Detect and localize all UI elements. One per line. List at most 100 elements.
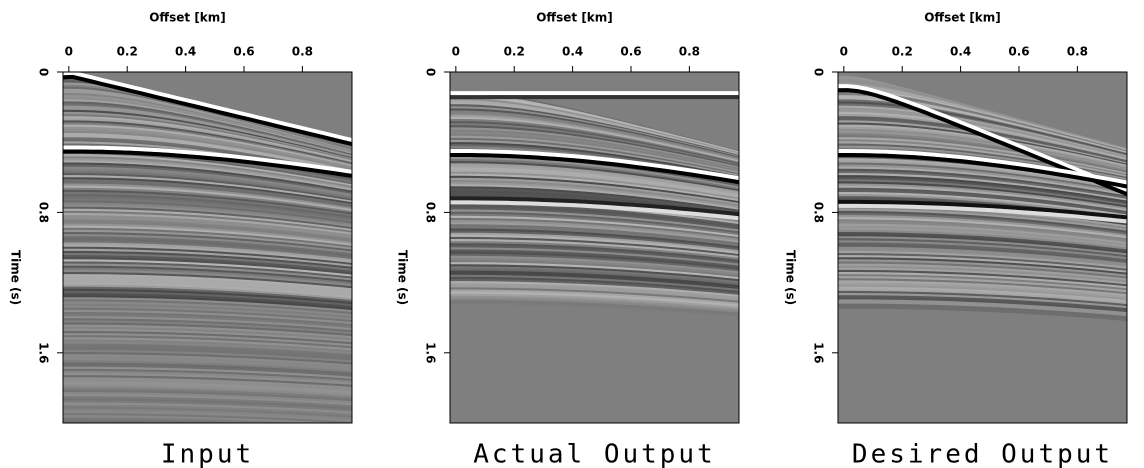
texture (63, 227, 352, 249)
event (838, 84, 1127, 193)
texture (63, 282, 352, 300)
texture (838, 173, 1127, 202)
seismic-image (838, 72, 1127, 423)
texture (63, 250, 352, 270)
texture (838, 299, 1127, 316)
texture (63, 198, 352, 223)
texture (63, 328, 352, 344)
texture (450, 135, 739, 175)
panel-title: Input (161, 440, 254, 468)
texture (63, 324, 352, 340)
texture (838, 141, 1127, 179)
event (63, 145, 352, 174)
texture (450, 207, 739, 231)
texture (63, 377, 352, 390)
x-tick-label: 0.8 (1067, 45, 1088, 59)
texture (838, 259, 1127, 278)
texture (450, 251, 739, 271)
texture (838, 187, 1127, 214)
texture (838, 303, 1127, 320)
texture (63, 330, 352, 346)
x-tick-label: 0.6 (233, 45, 254, 59)
texture (450, 177, 739, 206)
texture (63, 312, 352, 328)
texture (450, 281, 739, 298)
texture (63, 189, 352, 216)
texture (63, 253, 352, 272)
texture (63, 238, 352, 259)
texture (63, 320, 352, 336)
texture (63, 269, 352, 288)
texture (450, 255, 739, 275)
texture (63, 295, 352, 312)
texture (63, 303, 352, 320)
texture (63, 221, 352, 244)
texture (63, 375, 352, 388)
texture (838, 242, 1127, 263)
texture (838, 166, 1127, 197)
texture (450, 236, 739, 257)
texture (450, 163, 739, 195)
texture (63, 404, 352, 417)
frame (449, 71, 740, 424)
texture (63, 257, 352, 276)
texture (63, 314, 352, 330)
texture (450, 253, 739, 273)
texture (63, 276, 352, 294)
texture (63, 246, 352, 266)
event (63, 74, 352, 147)
texture (450, 224, 739, 246)
texture (63, 173, 352, 202)
texture (63, 274, 352, 292)
texture (63, 373, 352, 386)
texture (838, 250, 1127, 270)
texture (63, 341, 352, 356)
texture (63, 215, 352, 238)
x-axis-label: Offset [km] (536, 11, 613, 25)
x-tick-label: 0 (452, 45, 460, 59)
texture (63, 413, 352, 423)
texture (63, 248, 352, 268)
y-tick-label: 0 (424, 68, 438, 76)
texture (450, 245, 739, 265)
texture (838, 232, 1127, 253)
texture (63, 170, 352, 201)
texture (838, 225, 1127, 247)
x-tick-label: 0 (840, 45, 848, 59)
texture (63, 309, 352, 326)
texture (63, 396, 352, 409)
texture (838, 272, 1127, 290)
texture (63, 259, 352, 278)
texture (63, 392, 352, 405)
texture (450, 217, 739, 240)
texture (63, 175, 352, 204)
texture (450, 180, 739, 208)
event (450, 196, 739, 217)
texture (450, 260, 739, 279)
texture (838, 192, 1127, 218)
texture (838, 293, 1127, 310)
texture (838, 158, 1127, 191)
image-body (838, 72, 1127, 423)
texture (450, 213, 739, 237)
texture (450, 161, 739, 193)
texture (63, 366, 352, 380)
event (450, 200, 739, 221)
texture (450, 283, 739, 300)
texture (450, 230, 739, 252)
texture (450, 274, 739, 292)
texture (450, 137, 739, 177)
texture (450, 159, 739, 191)
texture (63, 286, 352, 304)
texture (450, 268, 739, 286)
texture (63, 200, 352, 225)
y-tick-label: 0.8 (37, 202, 51, 223)
texture (838, 240, 1127, 261)
texture (838, 179, 1127, 207)
texture (838, 276, 1127, 294)
texture (450, 300, 739, 316)
texture (63, 339, 352, 354)
texture (450, 239, 739, 259)
texture (63, 162, 352, 194)
texture (63, 333, 352, 348)
